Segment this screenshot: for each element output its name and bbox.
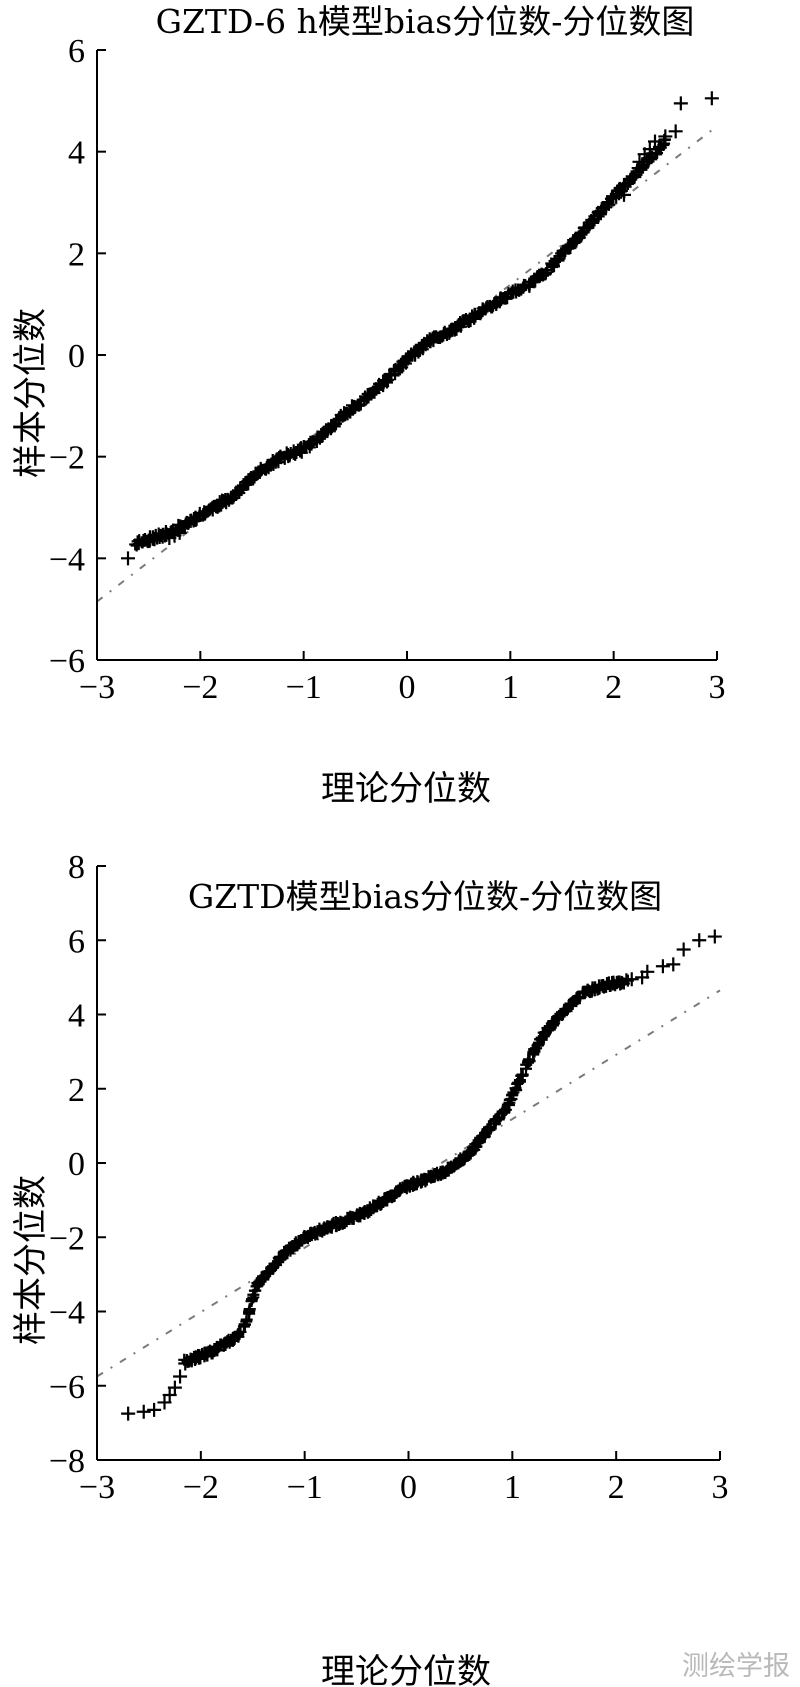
tail-point bbox=[121, 1406, 136, 1421]
x-tick-label: 3 bbox=[712, 1469, 729, 1506]
y-tick-label: 8 bbox=[68, 849, 85, 886]
tail-point bbox=[121, 551, 135, 566]
tail-point bbox=[177, 519, 192, 534]
x-tick-label: 3 bbox=[709, 669, 726, 706]
chart-gztd-qq: GZTD模型bias分位数-分位数图 −3 −2 −1 0 1 2 3 −8 −6 −4 −2 0 2 4… bbox=[11, 849, 729, 1687]
data-point bbox=[274, 1253, 287, 1266]
tail-point bbox=[655, 959, 670, 974]
x-tick-label: −1 bbox=[287, 1469, 323, 1506]
data-point bbox=[602, 198, 615, 211]
x-tick-label: 1 bbox=[502, 669, 519, 706]
tail-point bbox=[162, 1388, 177, 1403]
chart-gztd6h-qq: GZTD-6 h模型bias分位数-分位数图 −3 −2 −1 0 1 2 3 −6 −4 −2 0… bbox=[11, 2, 726, 809]
tail-point bbox=[676, 942, 691, 957]
x-tick-label: 0 bbox=[400, 1469, 417, 1506]
tail-point bbox=[627, 170, 642, 185]
tail-point bbox=[707, 929, 722, 944]
data-point bbox=[558, 1005, 571, 1018]
data-point bbox=[240, 1313, 253, 1326]
data-point bbox=[592, 210, 605, 223]
data-point bbox=[516, 1069, 529, 1082]
y-tick-label: 4 bbox=[68, 998, 85, 1035]
data-point bbox=[241, 478, 254, 491]
data-point bbox=[297, 439, 310, 452]
y-tick-label: 0 bbox=[68, 338, 85, 375]
data-point bbox=[520, 1062, 532, 1075]
tail-point bbox=[658, 129, 673, 144]
tail-point bbox=[136, 1404, 151, 1419]
y-tick-label: −4 bbox=[49, 1295, 85, 1332]
x-tick-label: −2 bbox=[182, 669, 218, 706]
axes: −3 −2 −1 0 1 2 3 −6 −4 −2 0 2 4 6 bbox=[49, 33, 726, 706]
x-axis-label: 理论分位数 bbox=[321, 1652, 491, 1687]
y-tick-label: −8 bbox=[49, 1443, 85, 1480]
y-tick-label: −2 bbox=[49, 1220, 85, 1257]
data-point bbox=[510, 1084, 523, 1097]
data-point bbox=[513, 1075, 526, 1088]
y-tick-label: −2 bbox=[49, 440, 85, 477]
y-tick-label: −6 bbox=[49, 1369, 85, 1406]
data-point bbox=[233, 487, 246, 500]
chart-title: GZTD模型bias分位数-分位数图 bbox=[188, 877, 662, 916]
tail-point bbox=[632, 154, 647, 169]
data-point bbox=[657, 138, 670, 151]
chart-title: GZTD-6 h模型bias分位数-分位数图 bbox=[156, 2, 695, 41]
tail-point bbox=[692, 933, 707, 948]
y-tick-label: 4 bbox=[68, 135, 85, 172]
watermark-text: 测绘学报 bbox=[682, 1651, 790, 1682]
y-tick-label: −6 bbox=[49, 643, 85, 680]
y-tick-label: 0 bbox=[68, 1146, 85, 1183]
tail-point bbox=[666, 957, 681, 972]
x-tick-label: 2 bbox=[605, 669, 622, 706]
tail-point bbox=[146, 532, 161, 547]
tail-point bbox=[157, 1395, 172, 1410]
data-point bbox=[523, 1055, 536, 1068]
tail-point bbox=[704, 91, 719, 106]
y-axis-label: 样本分位数 bbox=[11, 1175, 51, 1345]
tail-point bbox=[642, 142, 657, 157]
tail-point bbox=[617, 187, 631, 202]
tail-point bbox=[673, 96, 688, 111]
y-tick-label: −4 bbox=[49, 541, 85, 578]
y-tick-label: 2 bbox=[68, 1072, 85, 1109]
tail-point bbox=[147, 1402, 162, 1417]
data-point bbox=[232, 1327, 245, 1340]
x-tick-label: −2 bbox=[183, 1469, 219, 1506]
tail-point bbox=[624, 972, 639, 987]
data-point bbox=[587, 216, 600, 229]
x-tick-label: −3 bbox=[79, 669, 115, 706]
x-tick-label: −1 bbox=[286, 669, 322, 706]
tail-point bbox=[178, 1356, 193, 1371]
data-point bbox=[242, 1306, 255, 1319]
data-point bbox=[238, 1318, 251, 1331]
tail-point bbox=[640, 964, 655, 979]
y-tick-label: 6 bbox=[68, 923, 85, 960]
plot-area bbox=[96, 91, 719, 603]
x-tick-label: 1 bbox=[504, 1469, 521, 1506]
tail-point bbox=[173, 1369, 188, 1384]
y-tick-label: 2 bbox=[68, 236, 85, 273]
x-axis-label: 理论分位数 bbox=[321, 769, 491, 809]
data-point bbox=[498, 1105, 511, 1118]
tail-point bbox=[648, 134, 662, 149]
reference-line bbox=[96, 989, 721, 1378]
data-point bbox=[505, 1093, 518, 1106]
axes: −3 −2 −1 0 1 2 3 −8 −6 −4 −2 0 2 4 6 8 bbox=[49, 849, 729, 1506]
y-axis-label: 样本分位数 bbox=[11, 308, 51, 478]
x-tick-label: 0 bbox=[399, 669, 416, 706]
x-tick-label: −3 bbox=[79, 1469, 115, 1506]
x-tick-label: 2 bbox=[608, 1469, 625, 1506]
data-point bbox=[328, 420, 341, 433]
y-tick-label: 6 bbox=[68, 33, 85, 70]
tail-point bbox=[167, 1380, 182, 1395]
plot-area bbox=[96, 929, 722, 1421]
tail-point bbox=[668, 124, 683, 139]
